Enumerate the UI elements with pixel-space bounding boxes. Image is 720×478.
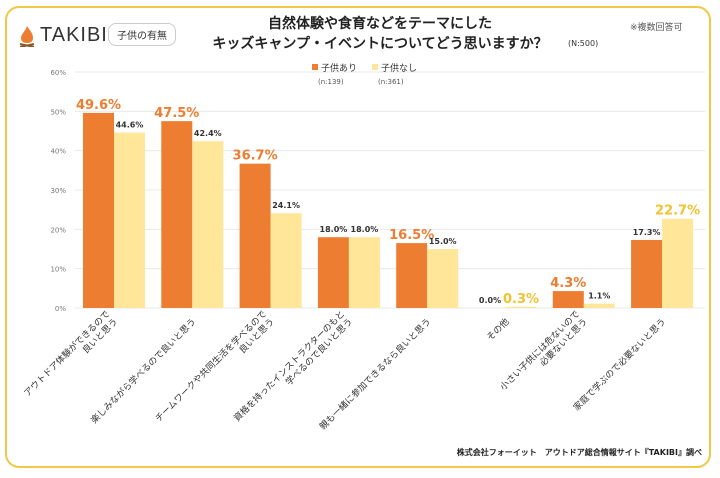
bar [552,291,584,308]
bar [396,243,428,308]
y-tick-label: 0% [55,305,66,313]
category-tag: 子供の有無 [108,23,176,46]
bar [270,213,302,308]
data-label: 24.1% [272,201,300,210]
campfire-icon [19,25,35,47]
data-label: 16.5% [389,228,434,243]
bar [192,141,224,308]
data-label: 15.0% [429,237,457,246]
legend-sample: (n:361) [378,78,404,86]
data-label: 1.1% [588,292,610,301]
bar [631,239,663,308]
data-label: 0.3% [503,292,539,307]
data-label: 22.7% [655,204,700,219]
data-label: 44.6% [116,121,144,130]
sample-size: (N:500) [568,39,599,48]
legend-label: 子供あり [321,62,357,74]
bar [348,237,380,308]
category-label: 学べるので良いと思う [283,316,355,388]
source-credit: 株式会社フォーイット アウトドア総合情報サイト『TAKIBI』調べ [456,448,702,457]
category-label: アウトドア体験ができるので [21,308,112,399]
bar [583,303,615,308]
bar [83,112,114,308]
category-label: 家庭で学ぶので必要ないと思う [571,316,669,414]
takibi-logo: TAKIBI [18,24,108,47]
data-label: 4.3% [550,276,586,291]
data-label: 47.5% [154,106,199,121]
data-label: 49.6% [76,98,121,113]
data-label: 36.7% [233,149,278,164]
chart-title: 自然体験や食育などをテーマにした キッズキャンプ・イベントについてどう思いますか？ [212,16,548,52]
legend-swatch [372,64,378,70]
data-label: 0.0% [479,296,501,305]
category-label: 小さい子供には危ないので [497,308,582,393]
multiple-answer-note: ※複数回答可 [630,23,683,33]
bar [662,218,694,308]
legend-sample: (n:139) [318,78,344,86]
y-tick-label: 60% [50,69,66,77]
category-label: その他 [484,316,512,344]
legend-swatch [312,64,318,70]
bar [114,132,145,308]
data-label: 17.3% [633,228,661,237]
y-tick-label: 20% [50,226,66,234]
bar [239,163,271,308]
y-tick-label: 50% [50,108,66,116]
y-tick-label: 30% [50,187,66,195]
chart-frame [5,6,711,468]
bar [317,237,349,308]
bar [161,121,193,309]
y-tick-label: 10% [50,266,66,274]
bar [505,306,537,308]
bar [427,249,459,308]
y-tick-label: 40% [50,148,66,156]
data-label: 18.0% [320,225,348,234]
data-label: 18.0% [351,225,379,234]
legend-label: 子供なし [381,62,417,74]
data-label: 42.4% [194,129,222,138]
